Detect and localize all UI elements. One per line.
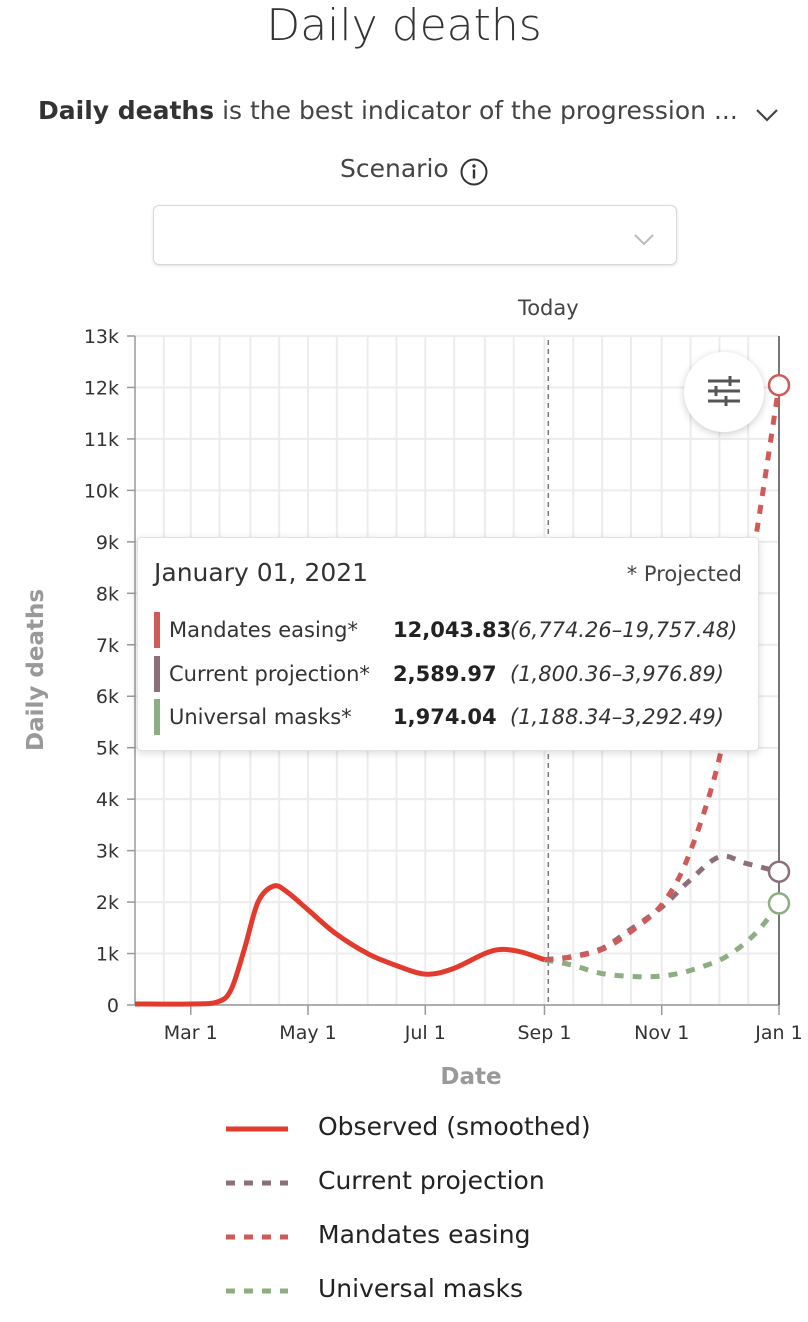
x-tick-label: Nov 1 [634, 1022, 689, 1044]
description-bold: Daily deaths [38, 96, 215, 125]
x-tick-label: May 1 [279, 1022, 336, 1044]
y-tick-label: 8k [96, 583, 119, 605]
chart-tooltip: January 01, 2021 * Projected Mandates ea… [137, 537, 759, 751]
y-tick-label: 4k [96, 789, 119, 811]
remove-masks-icon[interactable]: X [579, 223, 595, 248]
y-tick-label: 9k [96, 532, 119, 554]
indicator-description[interactable]: Daily deaths is the best indicator of th… [38, 96, 738, 125]
tooltip-interval: (1,188.34–3,292.49) [510, 705, 724, 729]
legend-label: Mandates easing [318, 1220, 531, 1249]
x-tick-label: Sep 1 [517, 1022, 571, 1044]
page-title: Daily deaths [266, 0, 542, 51]
tooltip-series-name: Current projection* [169, 662, 370, 686]
tooltip-projected-note: * Projected [626, 562, 742, 586]
y-tick-label: 7k [96, 635, 119, 657]
legend-label: Universal masks [318, 1274, 523, 1303]
legend-swatch [226, 1288, 288, 1294]
chip-masks[interactable]: Masks X [489, 215, 615, 257]
x-tick-label: Jul 1 [404, 1022, 446, 1044]
tooltip-series-name: Universal masks* [169, 705, 352, 729]
tooltip-series-name: Mandates easing* [169, 618, 358, 642]
chevron-down-icon[interactable] [752, 100, 782, 130]
tooltip-value: 2,589.97 [393, 662, 497, 686]
end-marker-universal-masks [767, 892, 791, 915]
x-axis-label: Date [440, 1064, 501, 1090]
info-icon[interactable] [459, 157, 489, 187]
chip-label: Easing [360, 223, 433, 248]
legend-label: Observed (smoothed) [318, 1112, 591, 1141]
legend-swatch [226, 1234, 288, 1240]
legend-swatch [226, 1180, 288, 1186]
remove-projection-icon[interactable]: X [297, 223, 313, 248]
chart-settings-button[interactable] [684, 352, 764, 432]
tooltip-color-bar [154, 699, 160, 735]
y-tick-label: 0 [107, 995, 119, 1017]
tooltip-value: 1,974.04 [393, 705, 497, 729]
tooltip-value: 12,043.83 [393, 618, 512, 642]
chip-label: Projection [181, 223, 290, 248]
x-tick-label: Mar 1 [164, 1022, 218, 1044]
chip-easing[interactable]: Easing X [346, 215, 477, 257]
y-tick-label: 2k [96, 892, 119, 914]
tooltip-date: January 01, 2021 [154, 558, 369, 587]
legend-swatch [226, 1126, 288, 1132]
tooltip-interval: (1,800.36–3,976.89) [510, 662, 724, 686]
series-line-observed-smoothed [134, 883, 546, 1007]
y-tick-label: 10k [84, 480, 119, 502]
scenario-label: Scenario [340, 154, 449, 183]
today-label: Today [517, 296, 579, 320]
y-tick-label: 13k [84, 326, 119, 348]
y-tick-label: 1k [96, 944, 119, 966]
y-tick-label: 11k [84, 429, 119, 451]
scenario-select[interactable]: Projection X Easing X Masks X [153, 205, 677, 265]
end-marker-current-projection [767, 860, 791, 883]
y-tick-label: 6k [96, 686, 119, 708]
y-tick-label: 12k [84, 377, 119, 399]
legend-label: Current projection [318, 1166, 545, 1195]
tooltip-interval: (6,774.26–19,757.48) [510, 618, 738, 642]
description-text: is the best indicator of the progression… [214, 96, 738, 125]
chip-projection[interactable]: Projection X [167, 215, 334, 257]
remove-easing-icon[interactable]: X [440, 223, 456, 248]
y-tick-label: 5k [96, 738, 119, 760]
series-line-universal-masks [543, 901, 781, 980]
chevron-down-icon[interactable] [632, 227, 656, 251]
sliders-icon [708, 376, 740, 406]
end-marker-mandates-easing [767, 373, 791, 397]
tooltip-color-bar [154, 656, 160, 692]
chart: 0 1k 2k 3k 4k 5k 6k 7k 8k 9k 10k 11k 12k 13k Mar 1 May … [23, 296, 803, 1090]
y-axis-label: Daily deaths [23, 589, 49, 751]
x-tick-label: Jan 1 [754, 1022, 802, 1044]
chip-label: Masks [503, 223, 572, 248]
y-tick-label: 3k [96, 841, 119, 863]
tooltip-color-bar [154, 612, 160, 648]
